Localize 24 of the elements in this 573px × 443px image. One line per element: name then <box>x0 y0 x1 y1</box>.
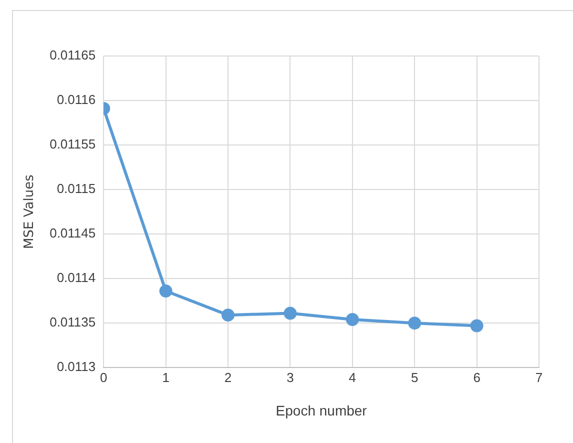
y-tick-label: 0.0114 <box>56 270 96 286</box>
x-tick-label: 6 <box>473 370 480 385</box>
x-tick-label: 5 <box>410 370 418 385</box>
y-tick-label: 0.01135 <box>50 314 96 330</box>
x-tick-label: 7 <box>535 370 543 385</box>
y-tick-label: 0.01145 <box>50 226 96 241</box>
x-tick-label: 3 <box>286 370 294 385</box>
point <box>408 316 422 330</box>
point <box>284 306 297 320</box>
x-tick-label: 0 <box>100 370 108 385</box>
x-tick-label: 4 <box>348 370 356 385</box>
y-tick-label: 0.01155 <box>50 136 96 152</box>
y-tick-label: 0.0115 <box>56 181 96 196</box>
point <box>222 308 235 322</box>
point <box>470 319 484 332</box>
point <box>159 284 172 298</box>
y-tick-label: 0.01165 <box>50 48 96 63</box>
y-tick-label: 0.0113 <box>56 359 96 374</box>
x-axis-title: Epoch number <box>276 402 368 418</box>
point <box>346 313 359 326</box>
y-tick-label: 0.0116 <box>56 92 96 108</box>
x-tick-label: 1 <box>162 370 170 385</box>
y-axis-title: MSE Values <box>22 174 38 249</box>
x-tick-label: 2 <box>224 370 232 385</box>
